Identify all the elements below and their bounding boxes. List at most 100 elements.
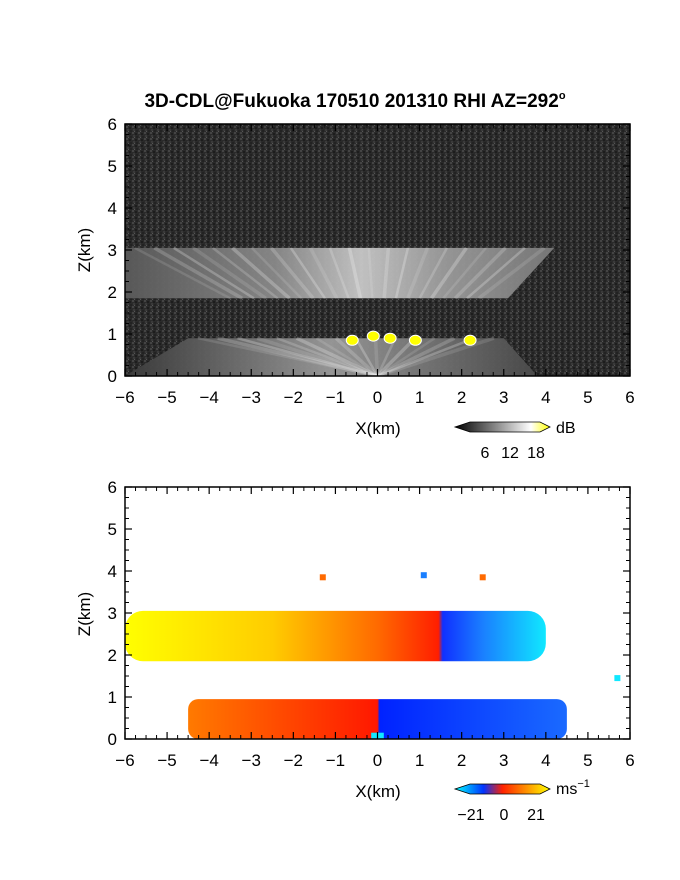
reflectivity-xtick-label: −6	[115, 388, 134, 407]
reflectivity-xlabel: X(km)	[355, 419, 400, 438]
reflectivity-ytick-label: 5	[108, 157, 117, 176]
reflectivity-streak	[295, 336, 379, 376]
reflectivity-colorbar-tick: 6	[481, 445, 490, 462]
reflectivity-high-echo	[383, 332, 397, 344]
reflectivity-high-echo	[345, 334, 359, 346]
velocity-panel: −6 −5 −4 −3 −2 −1 0 1 2 3 4 5 6 0 1 2 3 4 5 6 X(km) Z(km) m…	[75, 478, 635, 824]
reflectivity-streak	[377, 337, 475, 376]
reflectivity-streak	[212, 246, 279, 300]
velocity-xtick-label: −2	[284, 751, 303, 770]
velocity-colorbar-unit-exponent: −1	[577, 778, 590, 790]
velocity-layers	[125, 572, 621, 739]
degree-mark: o	[559, 90, 566, 102]
reflectivity-high-echo	[408, 334, 422, 346]
velocity-xtick-label: −3	[242, 751, 261, 770]
reflectivity-streak	[394, 247, 410, 299]
reflectivity-xtick-label: 1	[415, 388, 424, 407]
reflectivity-streak	[376, 336, 456, 376]
velocity-colorbar-unit: ms−1	[556, 778, 590, 798]
velocity-xtick-label: −4	[199, 751, 218, 770]
reflectivity-layer-lower	[125, 338, 538, 376]
velocity-ytick-label: 3	[108, 604, 117, 623]
velocity-colorbar-tick: −21	[457, 807, 484, 824]
velocity-colorbar-bar	[453, 783, 551, 795]
reflectivity-streak	[308, 247, 339, 300]
reflectivity-streak	[328, 247, 350, 299]
reflectivity-streak	[376, 336, 417, 376]
reflectivity-xtick-label: −3	[242, 388, 261, 407]
velocity-xtick-label: 4	[541, 751, 550, 770]
velocity-xtick-label: 0	[373, 751, 382, 770]
reflectivity-ytick-label: 6	[108, 115, 117, 134]
reflectivity-streak	[231, 246, 291, 300]
reflectivity-ylabel: Z(km)	[75, 228, 94, 272]
velocity-xlabel: X(km)	[355, 782, 400, 801]
reflectivity-xtick-label: −1	[326, 388, 345, 407]
reflectivity-streak	[367, 247, 374, 299]
velocity-xtick-label: 6	[625, 751, 634, 770]
reflectivity-streak	[269, 246, 315, 300]
reflectivity-streak	[477, 246, 546, 300]
reflectivity-streak	[217, 336, 378, 376]
reflectivity-streak	[376, 336, 495, 376]
reflectivity-ytick-label: 3	[108, 241, 117, 260]
reflectivity-xtick-label: −4	[199, 388, 218, 407]
reflectivity-colorbar-tick: 12	[501, 445, 519, 462]
reflectivity-streak	[256, 336, 379, 376]
velocity-ytick-label: 4	[108, 562, 117, 581]
reflectivity-xtick-label: 0	[373, 388, 382, 407]
reflectivity-ytick-label: 1	[108, 325, 117, 344]
reflectivity-colorbar-bar	[453, 421, 551, 433]
reflectivity-streak	[376, 337, 397, 376]
reflectivity-xtick-label: −5	[157, 388, 176, 407]
reflectivity-streak	[173, 246, 255, 300]
velocity-scatter-point	[614, 675, 621, 682]
velocity-ytick-label: 2	[108, 646, 117, 665]
velocity-ytick-label: 1	[108, 688, 117, 707]
reflectivity-ytick-label: 4	[108, 199, 117, 218]
velocity-ylabel: Z(km)	[75, 592, 94, 636]
velocity-colorbar-tick: 0	[500, 807, 509, 824]
reflectivity-streak	[453, 246, 507, 300]
reflectivity-streak	[197, 336, 378, 376]
reflectivity-axes: −6 −5 −4 −3 −2 −1 0 1 2 3 4 5 6 0 1 2 3 4 5 6	[108, 115, 635, 407]
velocity-xtick-label: −5	[157, 751, 176, 770]
reflectivity-streak	[376, 337, 436, 376]
reflectivity-xtick-label: 3	[499, 388, 508, 407]
figure-title: 3D-CDL@Fukuoka 170510 201310 RHI AZ=292o	[144, 90, 565, 112]
reflectivity-xtick-label: 5	[583, 388, 592, 407]
reflectivity-streak	[315, 337, 379, 376]
reflectivity-streak	[442, 247, 487, 300]
velocity-axes: −6 −5 −4 −3 −2 −1 0 1 2 3 4 5 6 0 1 2 3 4 5 6	[108, 478, 635, 770]
reflectivity-streak	[237, 336, 378, 376]
reflectivity-xtick-label: 6	[625, 388, 634, 407]
reflectivity-high-echo	[463, 334, 477, 346]
reflectivity-colorbar: dB 6 12 18	[453, 420, 576, 462]
reflectivity-streak	[347, 247, 363, 299]
reflectivity-xtick-label: −2	[284, 388, 303, 407]
reflectivity-streak	[134, 246, 231, 300]
reflectivity-streak	[250, 247, 303, 300]
reflectivity-streak	[466, 246, 526, 300]
velocity-scatter-point	[479, 574, 486, 581]
reflectivity-xtick-label: 4	[541, 388, 550, 407]
velocity-ytick-label: 6	[108, 478, 117, 497]
velocity-colorbar: ms−1 −21 0 21	[453, 778, 590, 824]
reflectivity-xtick-label: 2	[457, 388, 466, 407]
reflectivity-layer-upper	[125, 247, 555, 299]
velocity-scatter-point	[420, 572, 427, 579]
velocity-xtick-label: 2	[457, 751, 466, 770]
reflectivity-high-echo	[366, 330, 380, 342]
velocity-xtick-label: 1	[415, 751, 424, 770]
velocity-scatter-point	[319, 574, 326, 581]
velocity-xtick-label: −1	[326, 751, 345, 770]
reflectivity-ytick-label: 2	[108, 283, 117, 302]
reflectivity-streak	[153, 246, 243, 300]
reflectivity-colorbar-unit: dB	[556, 420, 576, 437]
velocity-xtick-label: −6	[115, 751, 134, 770]
reflectivity-layers	[125, 246, 555, 376]
reflectivity-ytick-label: 0	[108, 367, 117, 386]
reflectivity-streak	[192, 246, 267, 300]
